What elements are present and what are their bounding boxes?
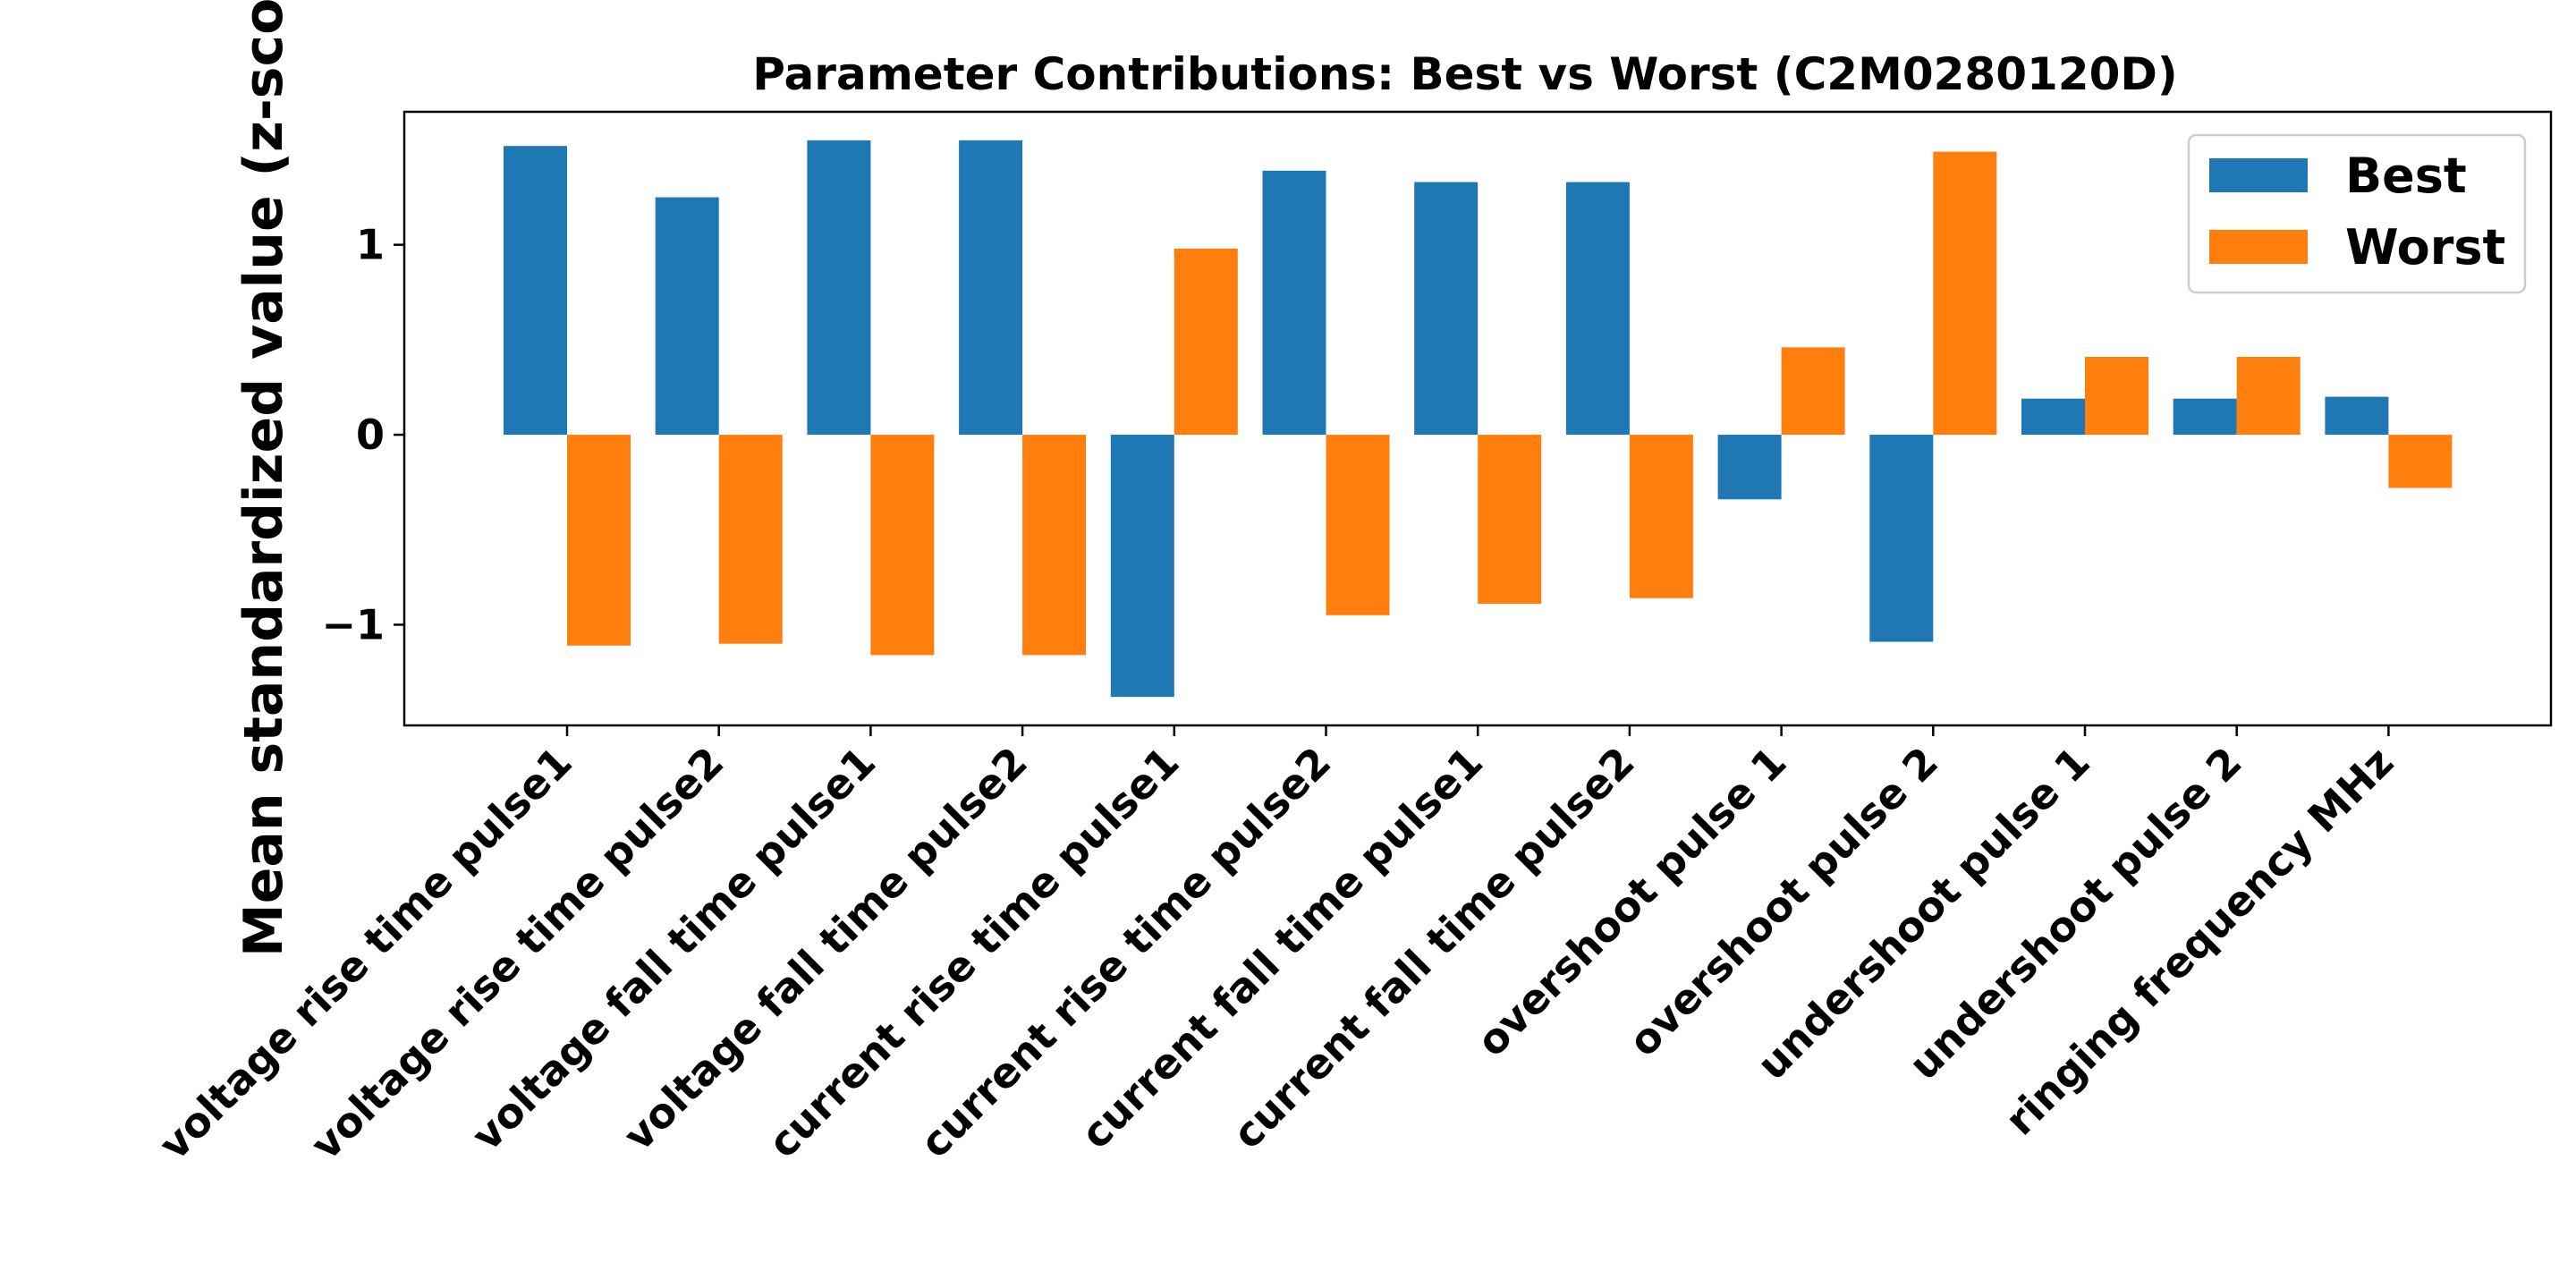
- y-tick-label: 0: [356, 411, 385, 459]
- bar-worst-0: [567, 435, 631, 646]
- x-tick-label: overshoot pulse 1: [1467, 738, 1795, 1066]
- bar-worst-8: [1781, 347, 1845, 436]
- bar-worst-1: [718, 435, 783, 644]
- bar-best-3: [959, 140, 1023, 436]
- chart-title: Parameter Contributions: Best vs Worst (…: [752, 48, 2177, 100]
- plot-frame: [402, 110, 2553, 727]
- bar-best-10: [2021, 398, 2085, 436]
- bar-worst-12: [2388, 435, 2453, 488]
- legend: Best Worst: [2187, 133, 2527, 294]
- bar-best-2: [807, 140, 871, 436]
- bar-best-0: [504, 146, 567, 436]
- y-ticks: −1 0 1: [321, 221, 404, 648]
- y-tick-label: 1: [356, 221, 385, 269]
- y-axis-label: Mean standardized value (z-score): [233, 0, 295, 957]
- legend-swatch-worst: [2209, 230, 2308, 264]
- x-tick-label: overshoot pulse 2: [1619, 738, 1947, 1066]
- bar-best-1: [655, 197, 719, 436]
- bar-worst-5: [1326, 435, 1390, 615]
- bar-best-5: [1262, 170, 1326, 436]
- bar-worst-4: [1174, 248, 1238, 436]
- bar-worst-3: [1022, 435, 1087, 656]
- bar-best-12: [2325, 396, 2389, 436]
- y-tick-label: −1: [321, 600, 385, 648]
- bar-best-7: [1565, 182, 1630, 436]
- bar-worst-9: [1933, 151, 1997, 436]
- bar-worst-7: [1629, 435, 1693, 598]
- bar-worst-2: [870, 435, 935, 656]
- bar-worst-6: [1478, 435, 1542, 605]
- bar-best-9: [1869, 435, 1934, 642]
- bar-worst-11: [2236, 356, 2301, 436]
- legend-swatch-best: [2209, 158, 2308, 192]
- bar-best-6: [1414, 182, 1479, 436]
- bar-best-8: [1717, 435, 1782, 500]
- bars-layer: [504, 140, 2453, 698]
- bar-worst-10: [2085, 356, 2148, 436]
- legend-label-best: Best: [2345, 148, 2467, 204]
- legend-label-worst: Worst: [2345, 219, 2505, 275]
- bar-best-4: [1110, 435, 1174, 698]
- bar-best-11: [2173, 398, 2237, 436]
